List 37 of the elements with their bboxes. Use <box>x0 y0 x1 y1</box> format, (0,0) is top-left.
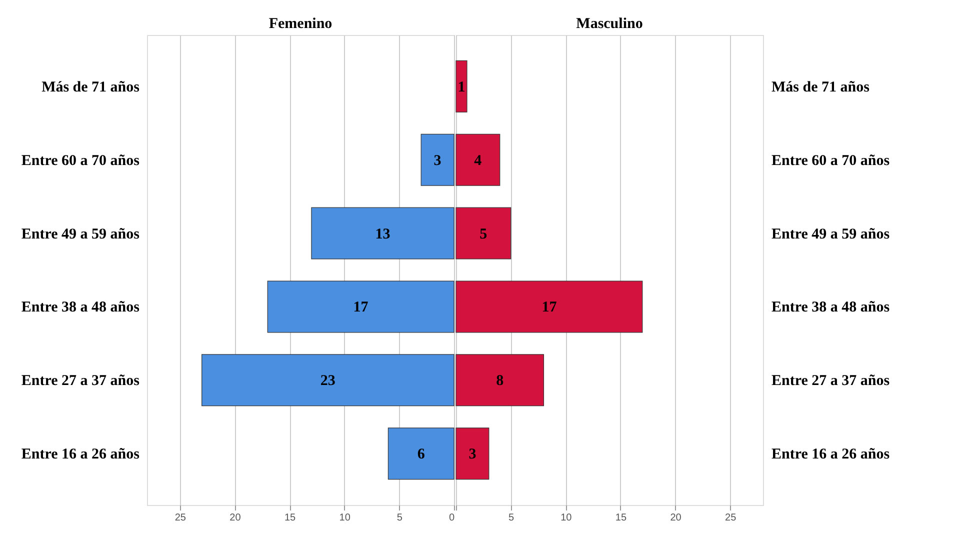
bar <box>456 60 468 112</box>
y-tick-label: Entre 49 a 59 años <box>21 226 140 242</box>
data-label: 8 <box>496 373 504 390</box>
x-tick-label: 15 <box>615 512 627 524</box>
data-label: 6 <box>417 446 426 463</box>
y-tick-label: Entre 38 a 48 años <box>772 300 890 316</box>
y-tick-label: Entre 16 a 26 años <box>772 446 890 463</box>
x-tick-label: 10 <box>339 512 351 524</box>
data-label: 4 <box>474 152 482 169</box>
x-tick-label: 20 <box>670 512 682 524</box>
x-tick-label: 10 <box>560 512 572 524</box>
x-tick-label: 25 <box>174 512 186 524</box>
x-tick-label: 20 <box>230 512 242 524</box>
x-tick-label: 5 <box>396 512 403 524</box>
y-tick-label: Entre 27 a 37 años <box>772 373 890 390</box>
data-label: 5 <box>480 226 488 242</box>
y-tick-label: Más de 71 años <box>42 79 140 96</box>
data-label: 13 <box>375 226 390 242</box>
x-tick-label: 15 <box>284 512 296 524</box>
data-label: 17 <box>542 300 558 316</box>
x-tick-label: 0 <box>448 512 455 524</box>
x-tick-label: 25 <box>725 512 737 524</box>
x-tick-label: 5 <box>508 512 515 524</box>
data-label: 3 <box>434 152 442 169</box>
data-label: 3 <box>468 446 476 463</box>
y-tick-label: Entre 60 a 70 años <box>21 152 140 169</box>
data-label: 17 <box>353 300 369 316</box>
y-tick-label: Entre 27 a 37 años <box>21 373 140 390</box>
y-tick-label: Entre 49 a 59 años <box>772 226 890 242</box>
chart-title: Femenino <box>268 16 332 32</box>
chart-title: Masculino <box>576 16 643 32</box>
y-tick-label: Entre 16 a 26 años <box>21 446 140 463</box>
y-tick-label: Entre 38 a 48 años <box>21 300 140 316</box>
y-tick-label: Entre 60 a 70 años <box>772 152 890 169</box>
data-label: 1 <box>458 79 466 96</box>
data-label: 23 <box>320 373 336 390</box>
y-tick-label: Más de 71 años <box>772 79 870 96</box>
